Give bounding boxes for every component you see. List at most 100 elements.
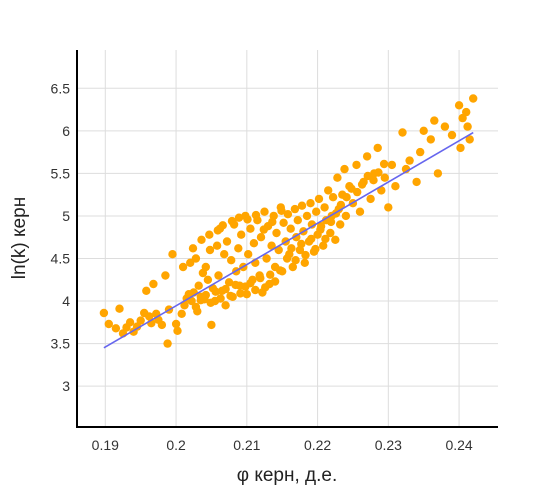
data-point <box>214 271 223 280</box>
data-point <box>261 283 270 292</box>
data-point <box>353 187 362 197</box>
y-tick-labels: 3 3.5 4 4.5 5 5.5 6 6.5 <box>51 80 71 394</box>
data-point <box>197 235 206 244</box>
data-point <box>220 250 229 259</box>
data-point <box>379 159 389 169</box>
data-point <box>302 211 312 221</box>
data-point <box>282 254 292 263</box>
data-point <box>221 284 230 294</box>
data-point <box>242 290 251 299</box>
data-point <box>288 262 297 272</box>
data-point <box>369 176 378 185</box>
data-point <box>357 180 367 189</box>
data-point <box>111 324 121 333</box>
data-point <box>293 216 302 225</box>
data-point <box>201 262 210 272</box>
data-point <box>115 304 124 313</box>
data-point <box>380 173 389 182</box>
data-point <box>311 244 320 254</box>
data-point <box>125 318 135 327</box>
data-point <box>340 164 349 174</box>
data-point <box>374 168 383 177</box>
data-point <box>206 298 215 307</box>
data-point <box>136 316 145 325</box>
data-point <box>149 279 158 289</box>
data-points <box>99 94 478 348</box>
data-point <box>307 234 316 244</box>
data-point <box>312 207 321 216</box>
data-point <box>306 199 315 208</box>
x-tick-label: 0.2 <box>166 437 186 453</box>
data-point <box>440 122 450 131</box>
data-point <box>430 116 439 125</box>
data-point <box>243 215 252 224</box>
data-point <box>178 262 188 272</box>
x-tick-label: 0.19 <box>92 437 119 453</box>
data-point <box>205 230 214 239</box>
data-point <box>416 147 425 157</box>
y-tick-label: 3 <box>62 378 70 394</box>
data-point <box>249 239 259 248</box>
data-point <box>336 200 346 210</box>
x-tick-label: 0.21 <box>233 437 260 453</box>
y-axis-title: ln(k) керн <box>9 197 30 279</box>
data-point <box>194 281 203 290</box>
data-point <box>216 294 225 303</box>
data-point <box>231 280 240 290</box>
data-point <box>191 302 201 312</box>
data-point <box>290 204 300 214</box>
data-point <box>336 220 345 229</box>
axes <box>76 50 498 428</box>
data-point <box>188 244 198 253</box>
y-tick-label: 6.5 <box>51 80 71 96</box>
data-point <box>244 250 253 259</box>
data-point <box>187 296 196 306</box>
x-tick-labels: 0.19 0.2 0.21 0.22 0.23 0.24 <box>92 437 473 453</box>
data-point <box>326 228 335 238</box>
data-point <box>205 245 215 255</box>
data-point <box>326 217 336 227</box>
data-point <box>355 207 365 216</box>
data-point <box>227 256 236 265</box>
data-point <box>221 301 230 310</box>
data-point <box>168 250 177 259</box>
data-point <box>352 160 361 170</box>
data-point <box>341 211 351 221</box>
data-point <box>300 258 309 267</box>
data-point <box>186 258 195 267</box>
y-tick-label: 6 <box>62 123 70 139</box>
data-point <box>342 193 351 202</box>
data-point <box>391 182 400 191</box>
y-tick-label: 4.5 <box>51 250 71 266</box>
data-point <box>266 270 275 279</box>
data-point <box>256 233 266 242</box>
data-point <box>173 326 182 335</box>
data-point <box>287 244 296 253</box>
x-tick-label: 0.22 <box>304 437 331 453</box>
data-point <box>447 130 457 140</box>
data-point <box>286 224 295 233</box>
y-tick-label: 5 <box>62 208 70 224</box>
trendline <box>103 131 474 349</box>
data-point <box>331 235 340 244</box>
data-point <box>314 194 324 204</box>
data-point <box>262 254 271 263</box>
data-point <box>433 169 443 178</box>
data-point <box>191 254 201 263</box>
data-point <box>161 271 170 280</box>
data-point <box>270 277 280 286</box>
data-point <box>377 186 386 195</box>
data-point <box>207 320 216 330</box>
data-point <box>384 203 393 212</box>
data-point <box>163 339 172 348</box>
data-point <box>218 221 227 230</box>
data-point <box>412 177 421 187</box>
y-tick-label: 5.5 <box>51 165 71 181</box>
data-point <box>246 224 255 233</box>
data-point <box>260 207 269 216</box>
data-point <box>234 213 244 222</box>
data-point <box>405 156 414 165</box>
data-point <box>234 244 243 253</box>
data-point <box>316 225 325 234</box>
